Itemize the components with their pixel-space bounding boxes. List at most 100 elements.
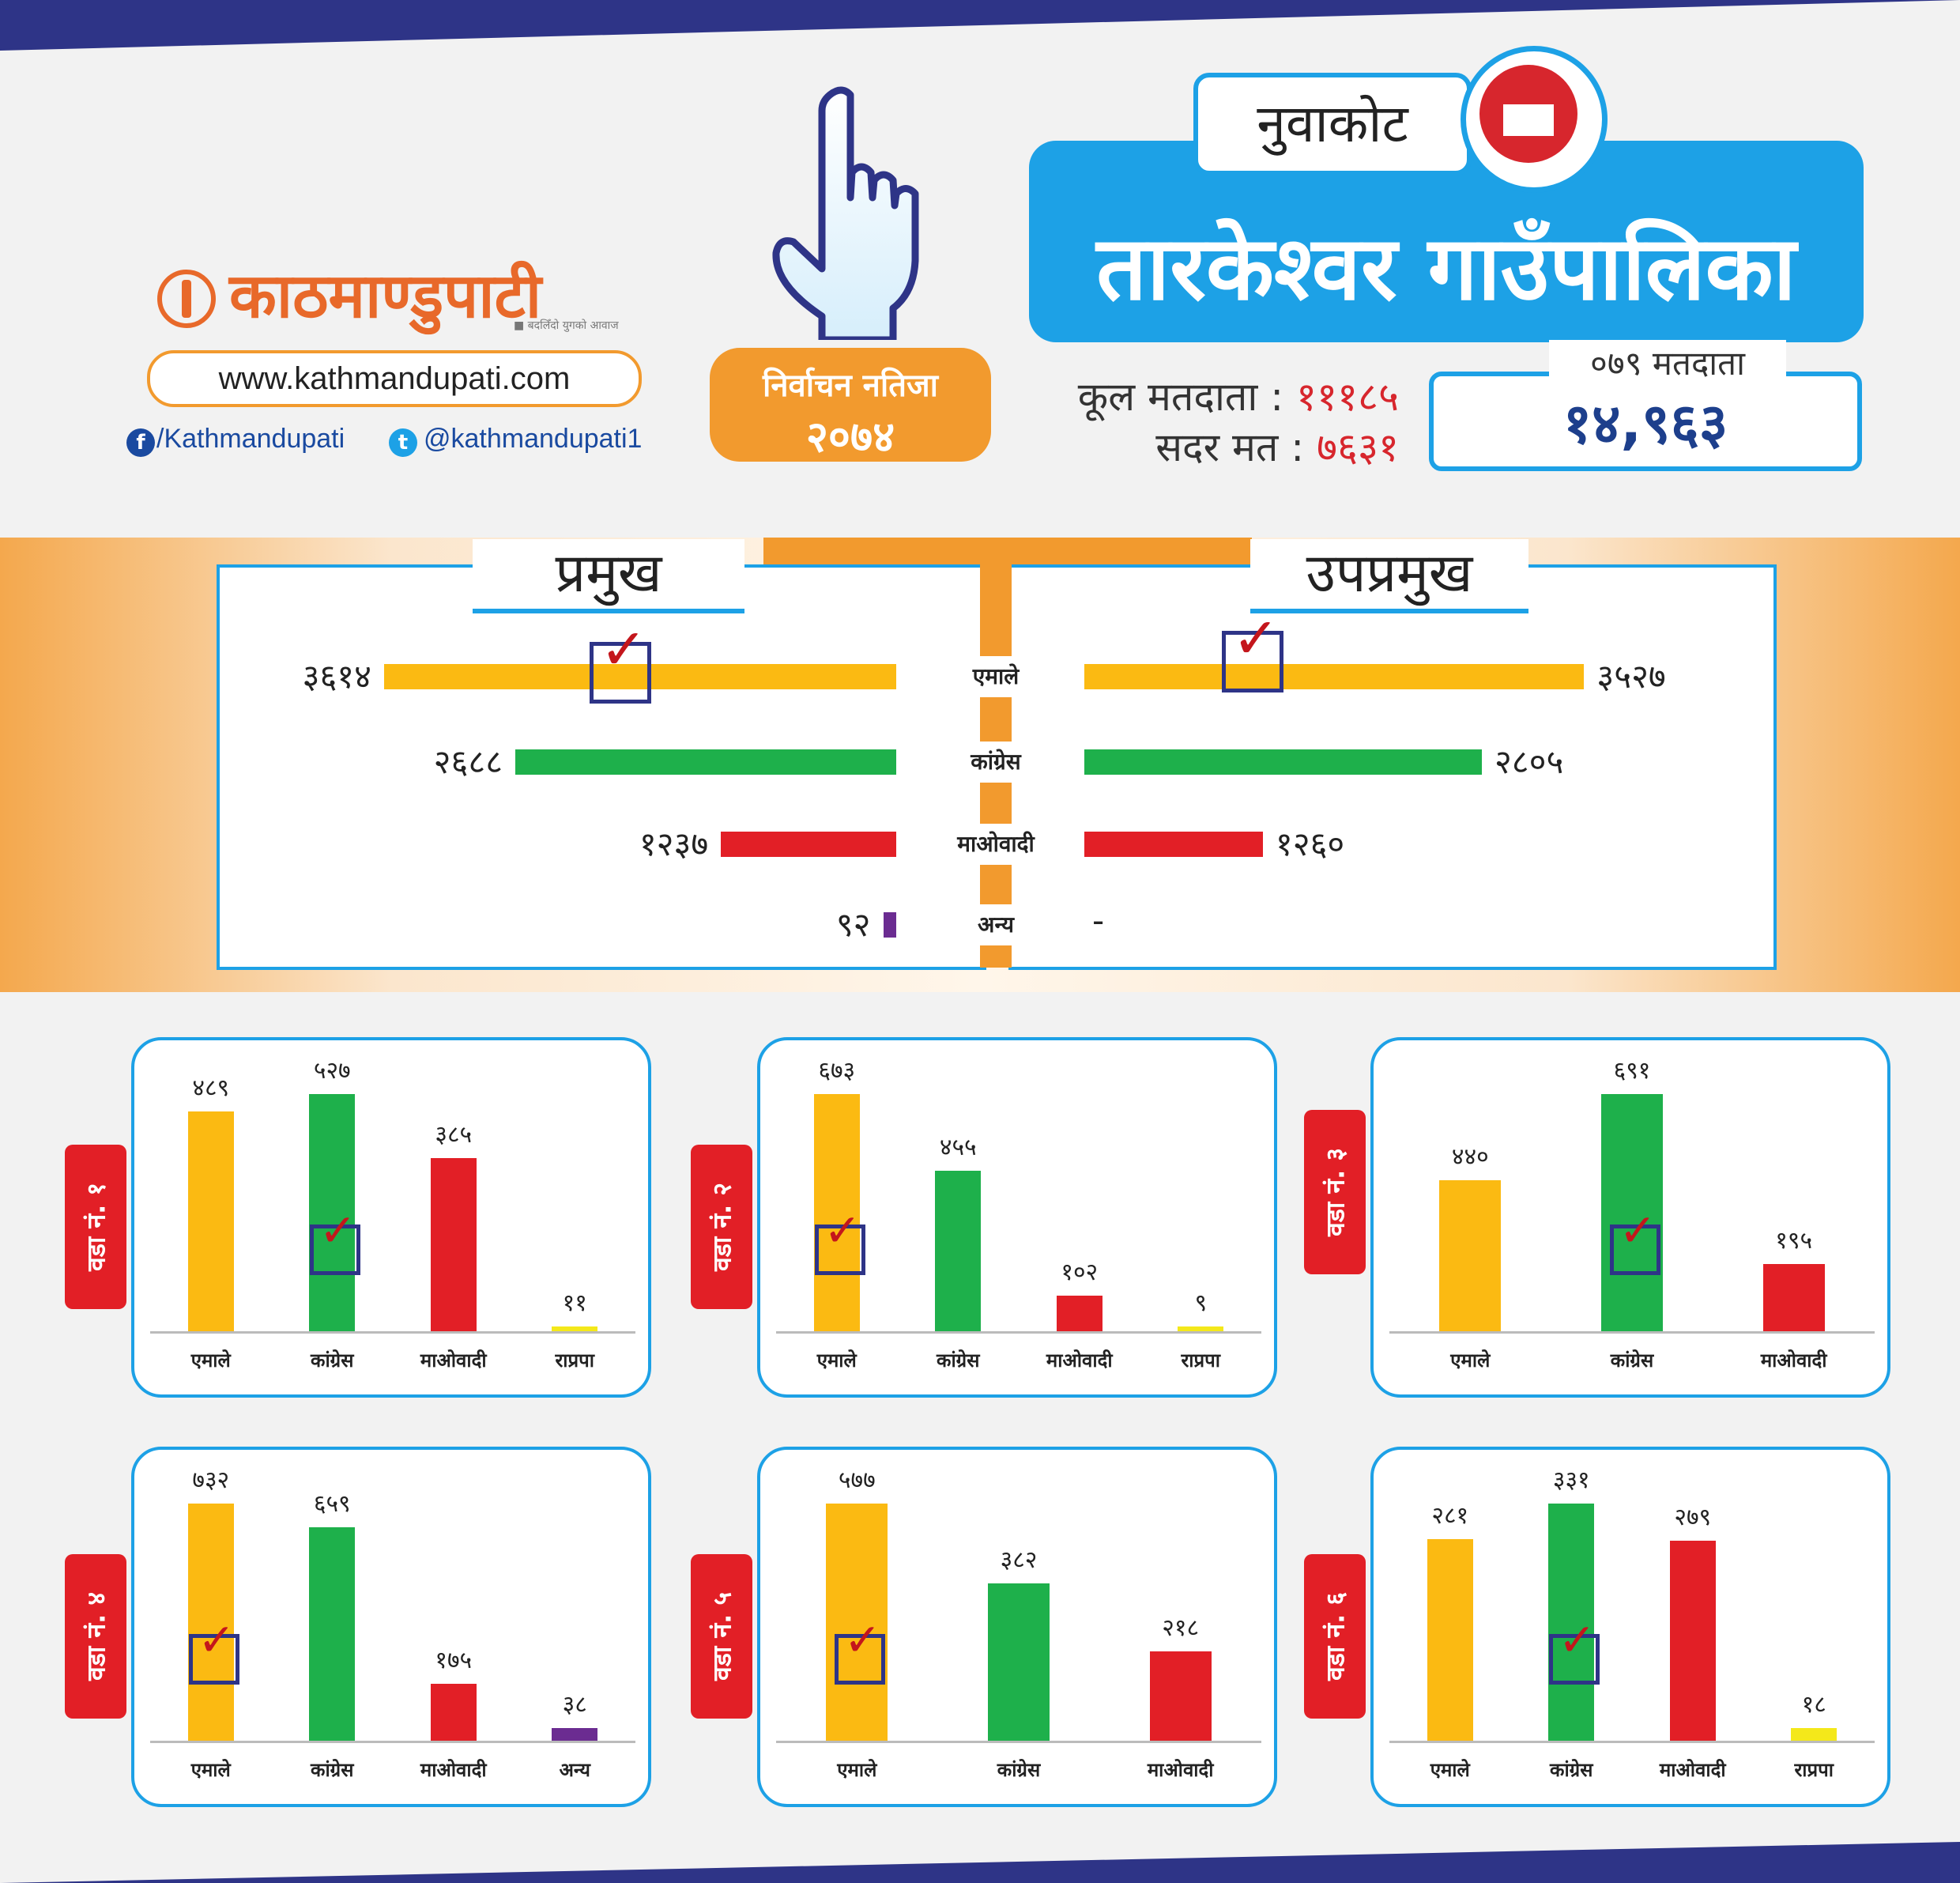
- ward-bar: [1548, 1504, 1595, 1741]
- voters-079-label: ०७९ मतदाता: [1549, 340, 1786, 383]
- ward-bar: [813, 1094, 860, 1331]
- check-icon: ✓: [188, 1614, 239, 1685]
- ward-axis-4: [150, 1741, 635, 1743]
- ward-bar-label: एमाले: [190, 1759, 231, 1781]
- ward-tag-label: वडा नं. ५: [707, 1591, 737, 1681]
- ward-bar-label: माओवादी: [1760, 1349, 1827, 1372]
- election-result-badge: निर्वाचन नतिजा २०७४: [710, 348, 991, 462]
- check-mark: ✓: [824, 1205, 861, 1258]
- ward-bar: [1056, 1295, 1102, 1331]
- ward-bar-value: ५७७: [838, 1466, 876, 1494]
- mayor-value-4: ९२: [835, 905, 871, 944]
- ward-bar: [1669, 1541, 1716, 1741]
- ward-bar: [552, 1326, 598, 1331]
- total-voters-value: १११८५: [1296, 374, 1399, 420]
- ward-bar: [826, 1504, 888, 1741]
- check-icon: ✓: [835, 1614, 886, 1685]
- ward-bar: [1178, 1326, 1224, 1331]
- check-icon: ✓: [590, 617, 651, 704]
- valid-votes: सदर मत : ७६३१: [1035, 419, 1399, 473]
- party-label-4: अन्य: [935, 904, 1057, 945]
- deputy-bar-1: [1084, 664, 1585, 689]
- ward-tag-5: वडा नं. ५: [691, 1554, 752, 1719]
- check-mark: ✓: [318, 1205, 357, 1258]
- party-label-3: माओवादी: [935, 824, 1057, 865]
- ward-tag-label: वडा नं. ६: [1320, 1591, 1351, 1681]
- district-name: नुवाकोट: [1193, 73, 1472, 175]
- ward-bar-value: २८१: [1431, 1502, 1469, 1530]
- mayor-bar-2: [515, 749, 896, 775]
- ward-bar-value: २१८: [1162, 1613, 1200, 1642]
- ward-bar: [988, 1583, 1050, 1741]
- ward-bar-value: ६९१: [1613, 1057, 1651, 1085]
- site-logo[interactable]: काठमाण्डुपाटी: [229, 261, 542, 332]
- ward-bar-value: ६७३: [818, 1057, 856, 1085]
- ward-bar-label: राप्रपा: [1181, 1349, 1221, 1372]
- ballot-paper-icon: [1503, 104, 1554, 136]
- ward-bar-value: १८: [1801, 1690, 1826, 1719]
- facebook-handle[interactable]: /Kathmandupati: [156, 424, 345, 454]
- twitter-handle[interactable]: @kathmandupati1: [424, 424, 643, 454]
- check-icon: ✓: [1610, 1205, 1660, 1275]
- logo-mark-icon: [155, 267, 218, 330]
- ward-bar: [1601, 1094, 1663, 1331]
- twitter-icon[interactable]: t: [389, 428, 417, 457]
- top-banner-stripe: [0, 0, 1960, 51]
- party-label-1: एमाले: [935, 656, 1057, 697]
- ward-bar: [187, 1111, 234, 1331]
- ward-tag-4: वडा नं. ४: [65, 1554, 126, 1719]
- ward-bar-label: राप्रपा: [555, 1349, 595, 1372]
- ward-bar-value: ४४०: [1451, 1142, 1489, 1171]
- ward-tag-label: वडा नं. ४: [81, 1591, 111, 1681]
- ward-tag-6: वडा नं. ६: [1304, 1554, 1366, 1719]
- website-link[interactable]: www.kathmandupati.com: [147, 350, 642, 407]
- ward-bar-value: १९५: [1775, 1227, 1813, 1255]
- ward-bar-value: ४८९: [192, 1074, 230, 1102]
- ward-bar: [309, 1094, 356, 1331]
- check-icon: ✓: [310, 1205, 361, 1275]
- ward-bar-label: कांग्रेस: [1610, 1349, 1654, 1372]
- ward-bar-label: कांग्रेस: [997, 1759, 1041, 1781]
- result-year: २०७४: [805, 412, 895, 462]
- ward-bar-label: कांग्रेस: [1550, 1759, 1593, 1781]
- ward-bar: [430, 1684, 477, 1741]
- ward-bar: [309, 1526, 356, 1741]
- deputy-bar-3: [1084, 832, 1263, 857]
- check-mark: ✓: [1558, 1614, 1596, 1667]
- ward-bar-label: कांग्रेस: [311, 1349, 354, 1372]
- ward-bar-label: कांग्रेस: [311, 1759, 354, 1781]
- check-mark: ✓: [198, 1614, 236, 1667]
- ward-axis-3: [1389, 1331, 1875, 1334]
- ward-axis-6: [1389, 1741, 1875, 1743]
- check-mark: ✓: [1619, 1205, 1657, 1258]
- ward-bar-value: ३८२: [1000, 1546, 1038, 1575]
- ward-bar-label: एमाले: [816, 1349, 857, 1372]
- deputy-value-3: १२६०: [1275, 825, 1345, 863]
- ward-bar-label: माओवादी: [420, 1759, 487, 1781]
- ward-tag-label: वडा नं. ३: [1320, 1147, 1351, 1237]
- ward-tag-3: वडा नं. ३: [1304, 1110, 1366, 1274]
- ward-bar-value: १०२: [1061, 1258, 1099, 1286]
- deputy-title: उपप्रमुख: [1250, 539, 1528, 613]
- ward-bar: [1762, 1264, 1825, 1331]
- ward-bar-label: राप्रपा: [1794, 1759, 1834, 1781]
- check-icon: ✓: [1222, 606, 1283, 692]
- ward-bar: [430, 1157, 477, 1331]
- mayor-value-1: ३६१४: [302, 657, 371, 696]
- check-icon: ✓: [814, 1205, 865, 1275]
- mayor-value-3: १२३७: [639, 825, 709, 863]
- ward-bar: [1791, 1727, 1838, 1741]
- ward-axis-5: [776, 1741, 1261, 1743]
- logo-tagline: ■ बदलिँदो युगको आवाज: [514, 319, 619, 332]
- ward-bar-label: एमाले: [837, 1759, 877, 1781]
- ward-bar-label: माओवादी: [1659, 1759, 1726, 1781]
- ward-bar-label: माओवादी: [420, 1349, 487, 1372]
- ward-bar: [1427, 1539, 1473, 1741]
- facebook-icon[interactable]: f: [126, 428, 155, 457]
- ward-bar: [1439, 1179, 1502, 1331]
- municipality-name: तारकेश्वर गाउँपालिका: [1096, 217, 1796, 320]
- ward-bar-value: ५२७: [313, 1057, 351, 1085]
- check-icon: ✓: [1549, 1614, 1600, 1685]
- ward-tag-1: वडा नं. १: [65, 1145, 126, 1309]
- deputy-value-1: ३५२७: [1596, 657, 1666, 696]
